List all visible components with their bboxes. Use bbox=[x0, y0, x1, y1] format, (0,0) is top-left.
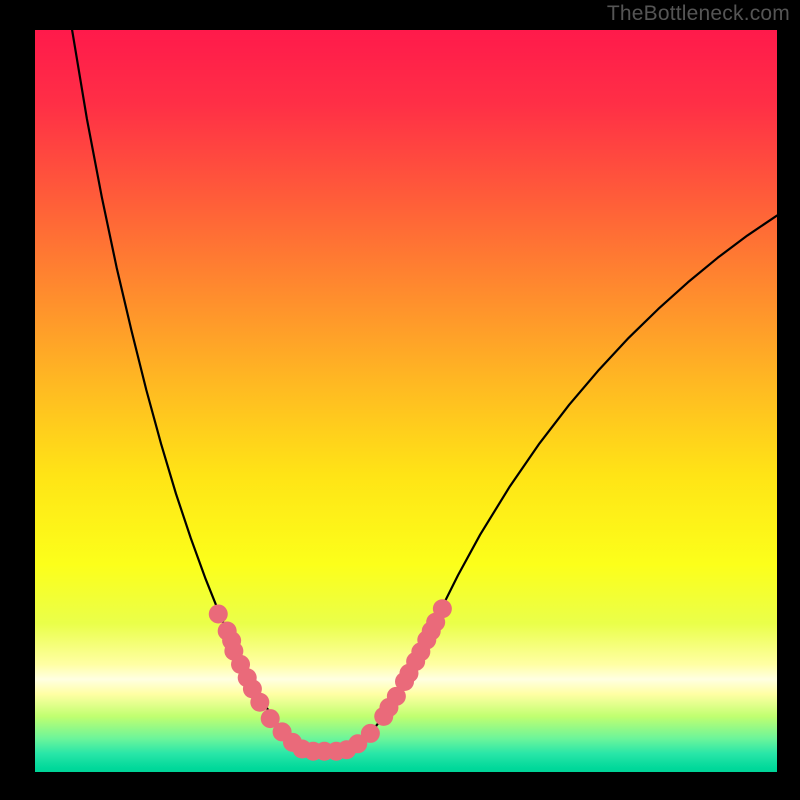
chart-stage: TheBottleneck.com bbox=[0, 0, 800, 800]
marker-cluster bbox=[209, 599, 452, 760]
plot-area bbox=[35, 30, 777, 772]
marker-dot bbox=[209, 604, 228, 623]
marker-dot bbox=[250, 693, 269, 712]
marker-dot bbox=[361, 724, 380, 743]
curve-overlay bbox=[35, 30, 777, 772]
marker-dot bbox=[433, 599, 452, 618]
watermark-label: TheBottleneck.com bbox=[607, 2, 790, 26]
